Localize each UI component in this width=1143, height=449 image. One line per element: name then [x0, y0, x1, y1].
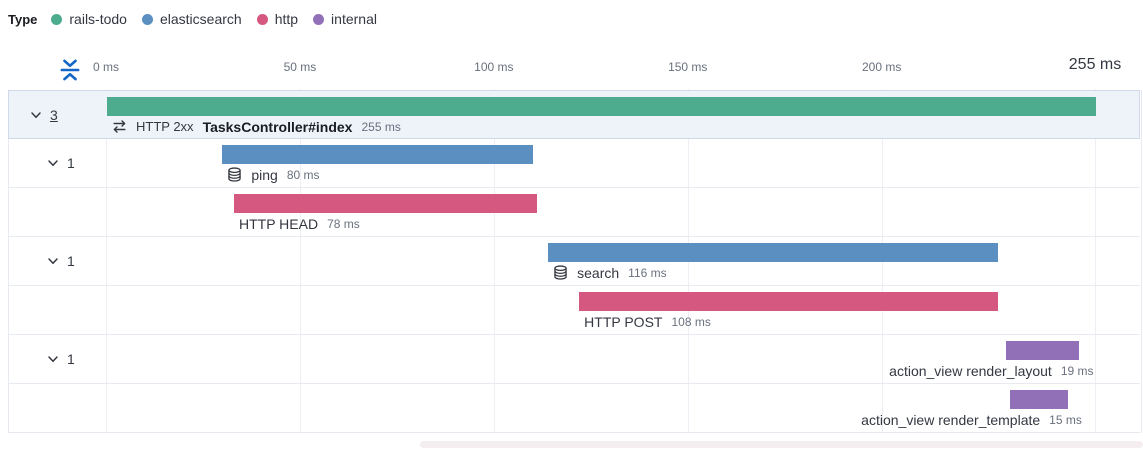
- waterfall-row[interactable]: 1 action_view render_layout 19 ms: [8, 335, 1140, 384]
- fold-icon: [60, 59, 80, 81]
- chevron-down-icon: [48, 258, 58, 265]
- merge-icon: [113, 120, 126, 133]
- duration-label: 78 ms: [327, 216, 360, 231]
- legend-items: rails-todo elasticsearch http internal: [51, 11, 392, 27]
- span-name: HTTP POST: [584, 313, 663, 330]
- child-count: 1: [67, 351, 75, 367]
- database-icon: [228, 167, 242, 182]
- legend-dot: [141, 13, 153, 25]
- item-label: HTTP POST 108 ms: [584, 312, 711, 331]
- transaction-result: HTTP 2xx: [136, 119, 194, 134]
- legend-dot: [313, 13, 325, 25]
- duration-label: 108 ms: [671, 314, 711, 329]
- waterfall-row[interactable]: 3 HTTP 2xx TasksController#index 255 ms: [8, 90, 1140, 139]
- axis-tick: 200 ms: [861, 60, 902, 74]
- span-bar[interactable]: [1005, 341, 1080, 360]
- waterfall-row[interactable]: 1 ping 80 ms: [8, 139, 1140, 188]
- legend-label: rails-todo: [69, 11, 127, 27]
- item-label: HTTP 2xx TasksController#index 255 ms: [112, 117, 401, 136]
- merge-icon-wrap: [112, 119, 127, 134]
- item-label: ping 80 ms: [227, 165, 320, 184]
- waterfall-row[interactable]: 1 search 116 ms: [8, 237, 1140, 286]
- legend-item-elasticsearch[interactable]: elasticsearch: [141, 11, 242, 27]
- item-label: action_view render_template 15 ms: [861, 410, 1082, 429]
- item-label: search 116 ms: [553, 263, 667, 282]
- span-bar[interactable]: [548, 243, 999, 262]
- legend-item-internal[interactable]: internal: [313, 11, 377, 27]
- legend-item-http[interactable]: http: [256, 11, 299, 27]
- horizontal-scrollbar[interactable]: [420, 441, 1143, 448]
- accordion-toggle[interactable]: 1: [46, 152, 75, 174]
- legend-dot: [256, 13, 268, 25]
- axis-tick: 0 ms: [92, 60, 120, 74]
- item-label: action_view render_layout 19 ms: [889, 361, 1093, 380]
- legend-dot: [51, 13, 63, 25]
- chevron-down-icon: [48, 356, 58, 363]
- axis-total-duration: 255 ms: [1068, 56, 1122, 73]
- transaction-name: TasksController#index: [202, 118, 353, 135]
- legend-label: internal: [331, 11, 377, 27]
- child-count: 1: [67, 155, 75, 171]
- accordion-toggle[interactable]: 3: [29, 104, 58, 126]
- span-name: ping: [251, 166, 278, 183]
- chevron-down-icon: [48, 160, 58, 167]
- span-bar[interactable]: [222, 145, 533, 164]
- axis-tick: 150 ms: [668, 60, 708, 74]
- span-bar[interactable]: [579, 292, 999, 311]
- duration-label: 19 ms: [1060, 363, 1094, 378]
- duration-label: 80 ms: [286, 167, 320, 182]
- span-name: action_view render_template: [861, 411, 1041, 428]
- accordion-toggle[interactable]: 1: [46, 250, 75, 272]
- database-icon-wrap: [227, 167, 242, 182]
- transaction-bar[interactable]: [107, 97, 1096, 116]
- legend: Type rails-todo elasticsearch http internal: [8, 8, 392, 30]
- child-count: 3: [50, 107, 58, 123]
- gridline: [1095, 89, 1096, 433]
- span-name: search: [577, 264, 620, 281]
- waterfall-row[interactable]: action_view render_template 15 ms: [8, 384, 1140, 433]
- legend-title: Type: [8, 11, 38, 27]
- gridline: [493, 89, 495, 433]
- axis-tick: 100 ms: [474, 60, 514, 74]
- duration-label: 15 ms: [1049, 412, 1082, 427]
- axis-tick: 50 ms: [283, 60, 317, 74]
- span-name: HTTP HEAD: [238, 215, 319, 232]
- child-count: 1: [67, 253, 75, 269]
- collapse-all-button[interactable]: [55, 55, 85, 85]
- accordion-toggle[interactable]: 1: [46, 348, 75, 370]
- legend-label: elasticsearch: [159, 11, 242, 27]
- duration-label: 116 ms: [628, 265, 667, 280]
- span-bar[interactable]: [233, 194, 537, 213]
- legend-label: http: [274, 11, 299, 27]
- waterfall-row[interactable]: HTTP HEAD 78 ms: [8, 188, 1140, 237]
- span-name: action_view render_layout: [889, 362, 1052, 379]
- chevron-down-icon: [31, 112, 41, 119]
- database-icon: [554, 265, 567, 280]
- duration-label: 255 ms: [361, 119, 401, 134]
- legend-item-rails-todo[interactable]: rails-todo: [51, 11, 127, 27]
- waterfall-row[interactable]: HTTP POST 108 ms: [8, 286, 1140, 335]
- gridline: [299, 89, 301, 433]
- database-icon-wrap: [553, 265, 568, 280]
- span-bar[interactable]: [1009, 390, 1068, 409]
- item-label: HTTP HEAD 78 ms: [239, 214, 360, 233]
- gridline: [106, 89, 107, 433]
